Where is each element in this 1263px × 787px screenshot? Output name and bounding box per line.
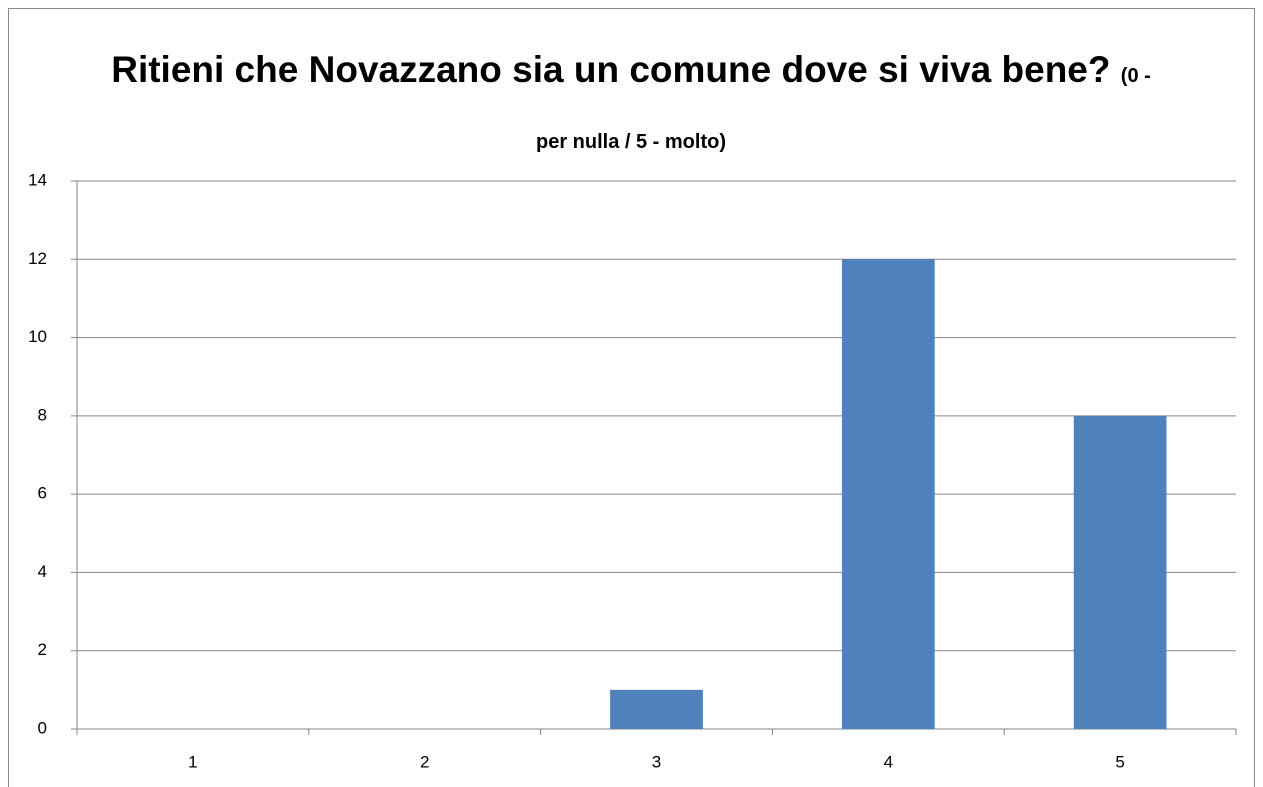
x-tick-label: 5 — [1115, 752, 1124, 771]
x-tick-label: 1 — [188, 752, 197, 771]
y-tick-label: 2 — [38, 640, 47, 659]
y-tick-label: 10 — [28, 327, 47, 346]
chart-subtitle: (0 - per nulla / 5 - molto) — [535, 65, 1151, 153]
chart-frame — [8, 8, 1255, 787]
y-tick-label: 4 — [38, 562, 47, 581]
x-tick-label: 4 — [884, 752, 893, 771]
y-tick-label: 14 — [28, 170, 47, 189]
y-tick-label: 12 — [28, 249, 47, 268]
x-tick-label: 2 — [420, 752, 429, 771]
chart-title: Ritieni che Novazzano sia un comune dove… — [111, 49, 1111, 90]
x-tick-label: 3 — [652, 752, 661, 771]
y-tick-label: 0 — [38, 718, 47, 737]
title-block: Ritieni che Novazzano sia un comune dove… — [111, 40, 1151, 172]
y-tick-label: 6 — [38, 484, 47, 503]
bar — [1073, 415, 1167, 729]
bar — [610, 689, 703, 729]
bar — [841, 259, 935, 729]
y-tick-label: 8 — [38, 405, 47, 424]
